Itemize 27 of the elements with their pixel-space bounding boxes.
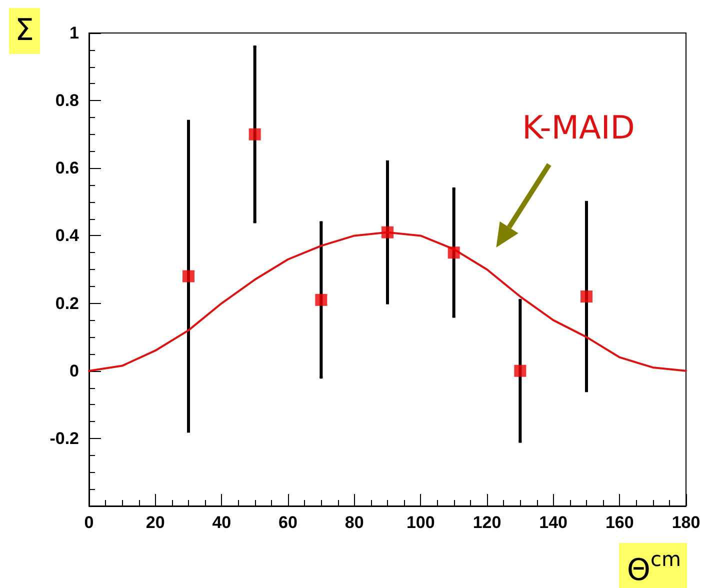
y-tick-label: 0.4 xyxy=(55,226,80,246)
x-axis-title: Θ$^{cm}$ xyxy=(618,543,687,588)
x-tick-label: 40 xyxy=(212,513,232,532)
point xyxy=(248,128,261,140)
point xyxy=(382,226,394,238)
y-axis-title: Σ xyxy=(9,8,40,54)
x-tick-label: 100 xyxy=(406,513,435,532)
y-tick-label: 0.6 xyxy=(55,158,79,178)
point xyxy=(448,246,460,259)
point xyxy=(580,290,592,303)
x-tick-label: 20 xyxy=(146,513,165,532)
y-tick-label: 0.2 xyxy=(55,294,79,313)
point xyxy=(514,364,526,377)
x-tick-label: 160 xyxy=(605,513,634,532)
text: K-MAID xyxy=(522,108,635,147)
point xyxy=(315,294,328,306)
x-tick-label: 180 xyxy=(672,513,700,532)
x-tick-label: 140 xyxy=(539,513,568,532)
y-tick-label: -0.2 xyxy=(50,428,79,448)
y-tick-label: 1 xyxy=(70,24,79,42)
x-tick-label: 120 xyxy=(472,513,502,532)
x-tick-label: 80 xyxy=(344,513,364,532)
point xyxy=(182,270,194,282)
y-tick-label: 0.8 xyxy=(55,91,79,110)
x-tick-label: 0 xyxy=(84,513,94,532)
y-tick-label: 0 xyxy=(70,361,79,380)
x-tick-label: 60 xyxy=(278,513,298,532)
